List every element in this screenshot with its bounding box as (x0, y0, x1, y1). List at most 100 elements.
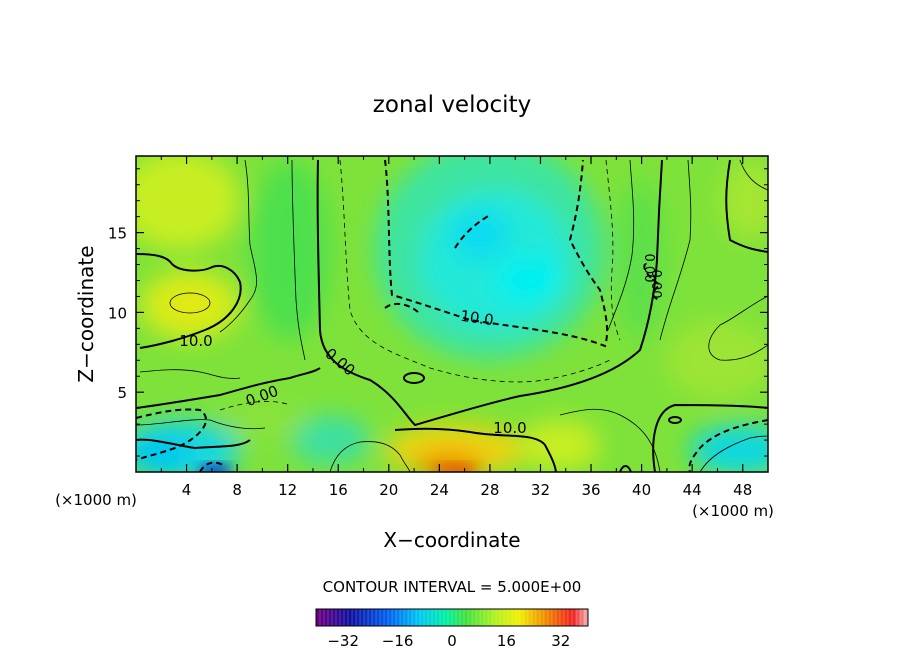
y-tick-label: 5 (117, 384, 127, 402)
contour-interval-text: CONTOUR INTERVAL = 5.000E+00 (323, 578, 582, 596)
colorbar-cell (500, 609, 505, 626)
colorbar-cell (452, 609, 457, 626)
colorbar-cell (400, 609, 405, 626)
x-unit-left: (×1000 m) (55, 491, 137, 509)
x-tick-label: 36 (581, 481, 600, 499)
colorbar-cell (456, 609, 461, 626)
colorbar-cell (440, 609, 445, 626)
colorbar-cell (360, 609, 365, 626)
x-tick-label: 16 (329, 481, 348, 499)
x-tick-label: 44 (683, 481, 702, 499)
colorbar-cell (392, 609, 397, 626)
colorbar-cell (436, 609, 441, 626)
contour-lines-thin (136, 159, 768, 472)
colorbar-cell (488, 609, 493, 626)
colorbar-cell (584, 609, 589, 626)
contour-lines-solid (136, 159, 768, 472)
colorbar (315, 608, 589, 627)
colorbar-tick-label: −32 (327, 632, 359, 650)
contour-labels: 10.0 0.00 0.00 10.0 10.0 0.00 0.00 (179, 254, 663, 437)
contour-label: 10.0 (493, 419, 526, 437)
contour-lines-dashed (136, 159, 768, 472)
colorbar-cell (576, 609, 581, 626)
contour-label: 0.00 (648, 270, 663, 299)
colorbar-cell (512, 609, 517, 626)
colorbar-cell (520, 609, 525, 626)
colorbar-cell (396, 609, 401, 626)
contour-label: 10.0 (179, 332, 212, 350)
colorbar-cell (460, 609, 465, 626)
plot-frame (135, 155, 769, 473)
colorbar-cell (428, 609, 433, 626)
colorbar-cell (424, 609, 429, 626)
colorbar-cell (388, 609, 393, 626)
y-axis-ticks: 5 10 15 (108, 168, 768, 457)
colorbar-tick-label: 32 (551, 632, 570, 650)
colorbar-cell (344, 609, 349, 626)
colorbar-cell (556, 609, 561, 626)
colorbar-cell (336, 609, 341, 626)
colorbar-cell (464, 609, 469, 626)
heatmap-field (136, 156, 768, 472)
colorbar-cell (536, 609, 541, 626)
x-tick-label: 32 (531, 481, 550, 499)
colorbar-ticks: −32 −16 0 16 32 (327, 632, 570, 650)
colorbar-cell (548, 609, 553, 626)
colorbar-cell (332, 609, 337, 626)
colorbar-cell (408, 609, 413, 626)
colorbar-cell (472, 609, 477, 626)
chart-title: zonal velocity (373, 92, 531, 118)
colorbar-tick-label: 0 (447, 632, 457, 650)
colorbar-cell (328, 609, 333, 626)
colorbar-cell (568, 609, 573, 626)
colorbar-cell (516, 609, 521, 626)
colorbar-cell (480, 609, 485, 626)
x-axis-label: X−coordinate (383, 528, 520, 552)
colorbar-cell (468, 609, 473, 626)
colorbar-cell (524, 609, 529, 626)
contour-label: 0.00 (641, 254, 656, 283)
colorbar-cell (448, 609, 453, 626)
colorbar-cell (432, 609, 437, 626)
contour-label: 10.0 (459, 307, 495, 329)
colorbar-cell (508, 609, 513, 626)
colorbar-cell (384, 609, 389, 626)
x-tick-label: 20 (379, 481, 398, 499)
colorbar-cell (368, 609, 373, 626)
x-tick-label: 4 (182, 481, 192, 499)
colorbar-tick-label: 16 (497, 632, 516, 650)
colorbar-cell (444, 609, 449, 626)
colorbar-cell (496, 609, 501, 626)
colorbar-cell (404, 609, 409, 626)
colorbar-cell (316, 609, 321, 626)
x-tick-label: 8 (232, 481, 242, 499)
x-tick-label: 48 (733, 481, 752, 499)
colorbar-cell (412, 609, 417, 626)
colorbar-cell (376, 609, 381, 626)
colorbar-cell (476, 609, 481, 626)
colorbar-cell (340, 609, 345, 626)
colorbar-cell (528, 609, 533, 626)
x-tick-label: 40 (632, 481, 651, 499)
colorbar-cell (560, 609, 565, 626)
colorbar-cell (532, 609, 537, 626)
colorbar-cell (348, 609, 353, 626)
colorbar-cell (540, 609, 545, 626)
colorbar-cell (356, 609, 361, 626)
colorbar-cell (416, 609, 421, 626)
colorbar-cell (420, 609, 425, 626)
x-tick-label: 24 (430, 481, 449, 499)
contour-lines-dashed-thin (219, 159, 621, 411)
y-axis-label: Z−coordinate (74, 245, 98, 382)
colorbar-cell (372, 609, 377, 626)
colorbar-cell (380, 609, 385, 626)
colorbar-cell (572, 609, 577, 626)
colorbar-cell (492, 609, 497, 626)
x-tick-label: 12 (278, 481, 297, 499)
colorbar-cell (324, 609, 329, 626)
colorbar-cell (352, 609, 357, 626)
x-unit-right: (×1000 m) (692, 502, 774, 520)
colorbar-cell (320, 609, 325, 626)
colorbar-cell (364, 609, 369, 626)
